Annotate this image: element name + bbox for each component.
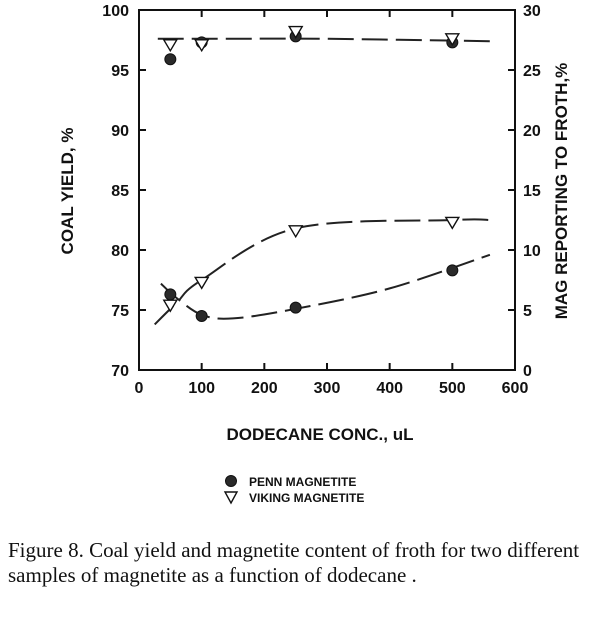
x-tick-label: 0 [135, 380, 144, 397]
x-tick-label: 300 [314, 380, 341, 397]
viking-coal-yield-point [287, 25, 304, 39]
y-right-tick-label: 10 [523, 243, 541, 260]
legend-penn-label: PENN MAGNETITE [249, 475, 356, 489]
y-left-tick-label: 95 [111, 63, 129, 80]
viking-coal-yield-point [162, 39, 179, 53]
x-tick-label: 500 [439, 380, 466, 397]
legend-penn-marker [225, 475, 237, 487]
x-tick-label: 100 [188, 380, 215, 397]
y-left-tick-label: 70 [111, 363, 129, 380]
penn-mag-froth-point [195, 310, 208, 322]
y-axis-left-title: COAL YIELD, % [58, 128, 77, 255]
legend-item-penn: PENN MAGNETITE [225, 475, 356, 489]
y-right-tick-label: 0 [523, 363, 532, 380]
legend: PENN MAGNETITE VIKING MAGNETITE [223, 475, 364, 505]
x-axis-title: DODECANE CONC., uL [227, 425, 414, 444]
penn-mag-froth-point [446, 264, 459, 277]
x-tick-label: 400 [376, 380, 403, 397]
penn-mag-froth-point [164, 288, 177, 301]
y-right-tick-label: 15 [523, 183, 541, 200]
y-left-tick-label: 80 [111, 243, 129, 260]
figure-caption: Figure 8. Coal yield and magnetite conte… [8, 538, 580, 587]
viking-coal-yield-point [193, 39, 210, 53]
viking-mag-froth-point [193, 276, 210, 290]
y-left-tick-label: 85 [111, 183, 129, 200]
y-right-tick-label: 30 [523, 3, 541, 20]
y-axis-right-title: MAG REPORTING TO FROTH,% [552, 63, 571, 320]
x-tick-label: 200 [251, 380, 278, 397]
y-left-tick-label: 100 [102, 3, 129, 20]
penn-coal-yield-point [164, 53, 177, 66]
data-markers [162, 25, 461, 322]
viking-mag-froth-point [444, 216, 461, 230]
plot-frame [138, 9, 516, 371]
y-left-tick-label: 90 [111, 123, 129, 140]
chart-axes: 0 100 200 300 400 500 600 70 75 80 85 90 95 100 0 5 10 15… [102, 3, 541, 397]
y-right-tick-label: 20 [523, 123, 541, 140]
viking-coal-yield-point [444, 33, 461, 47]
x-tick-label: 600 [502, 380, 529, 397]
viking-mag-froth-point [162, 299, 179, 313]
legend-viking-label: VIKING MAGNETITE [249, 491, 364, 505]
y-right-tick-label: 5 [523, 303, 532, 320]
figure-chart: 0 100 200 300 400 500 600 70 75 80 85 90 95 100 0 5 10 15… [58, 3, 571, 505]
legend-viking-marker [223, 491, 239, 505]
viking-mag-froth-point [287, 225, 304, 239]
y-left-tick-label: 75 [111, 303, 129, 320]
legend-item-viking: VIKING MAGNETITE [223, 491, 364, 505]
penn-mag-froth-point [289, 301, 302, 314]
fitted-curve-0 [157, 37, 490, 43]
y-right-tick-label: 25 [523, 63, 541, 80]
fitted-curve-2 [160, 253, 491, 320]
